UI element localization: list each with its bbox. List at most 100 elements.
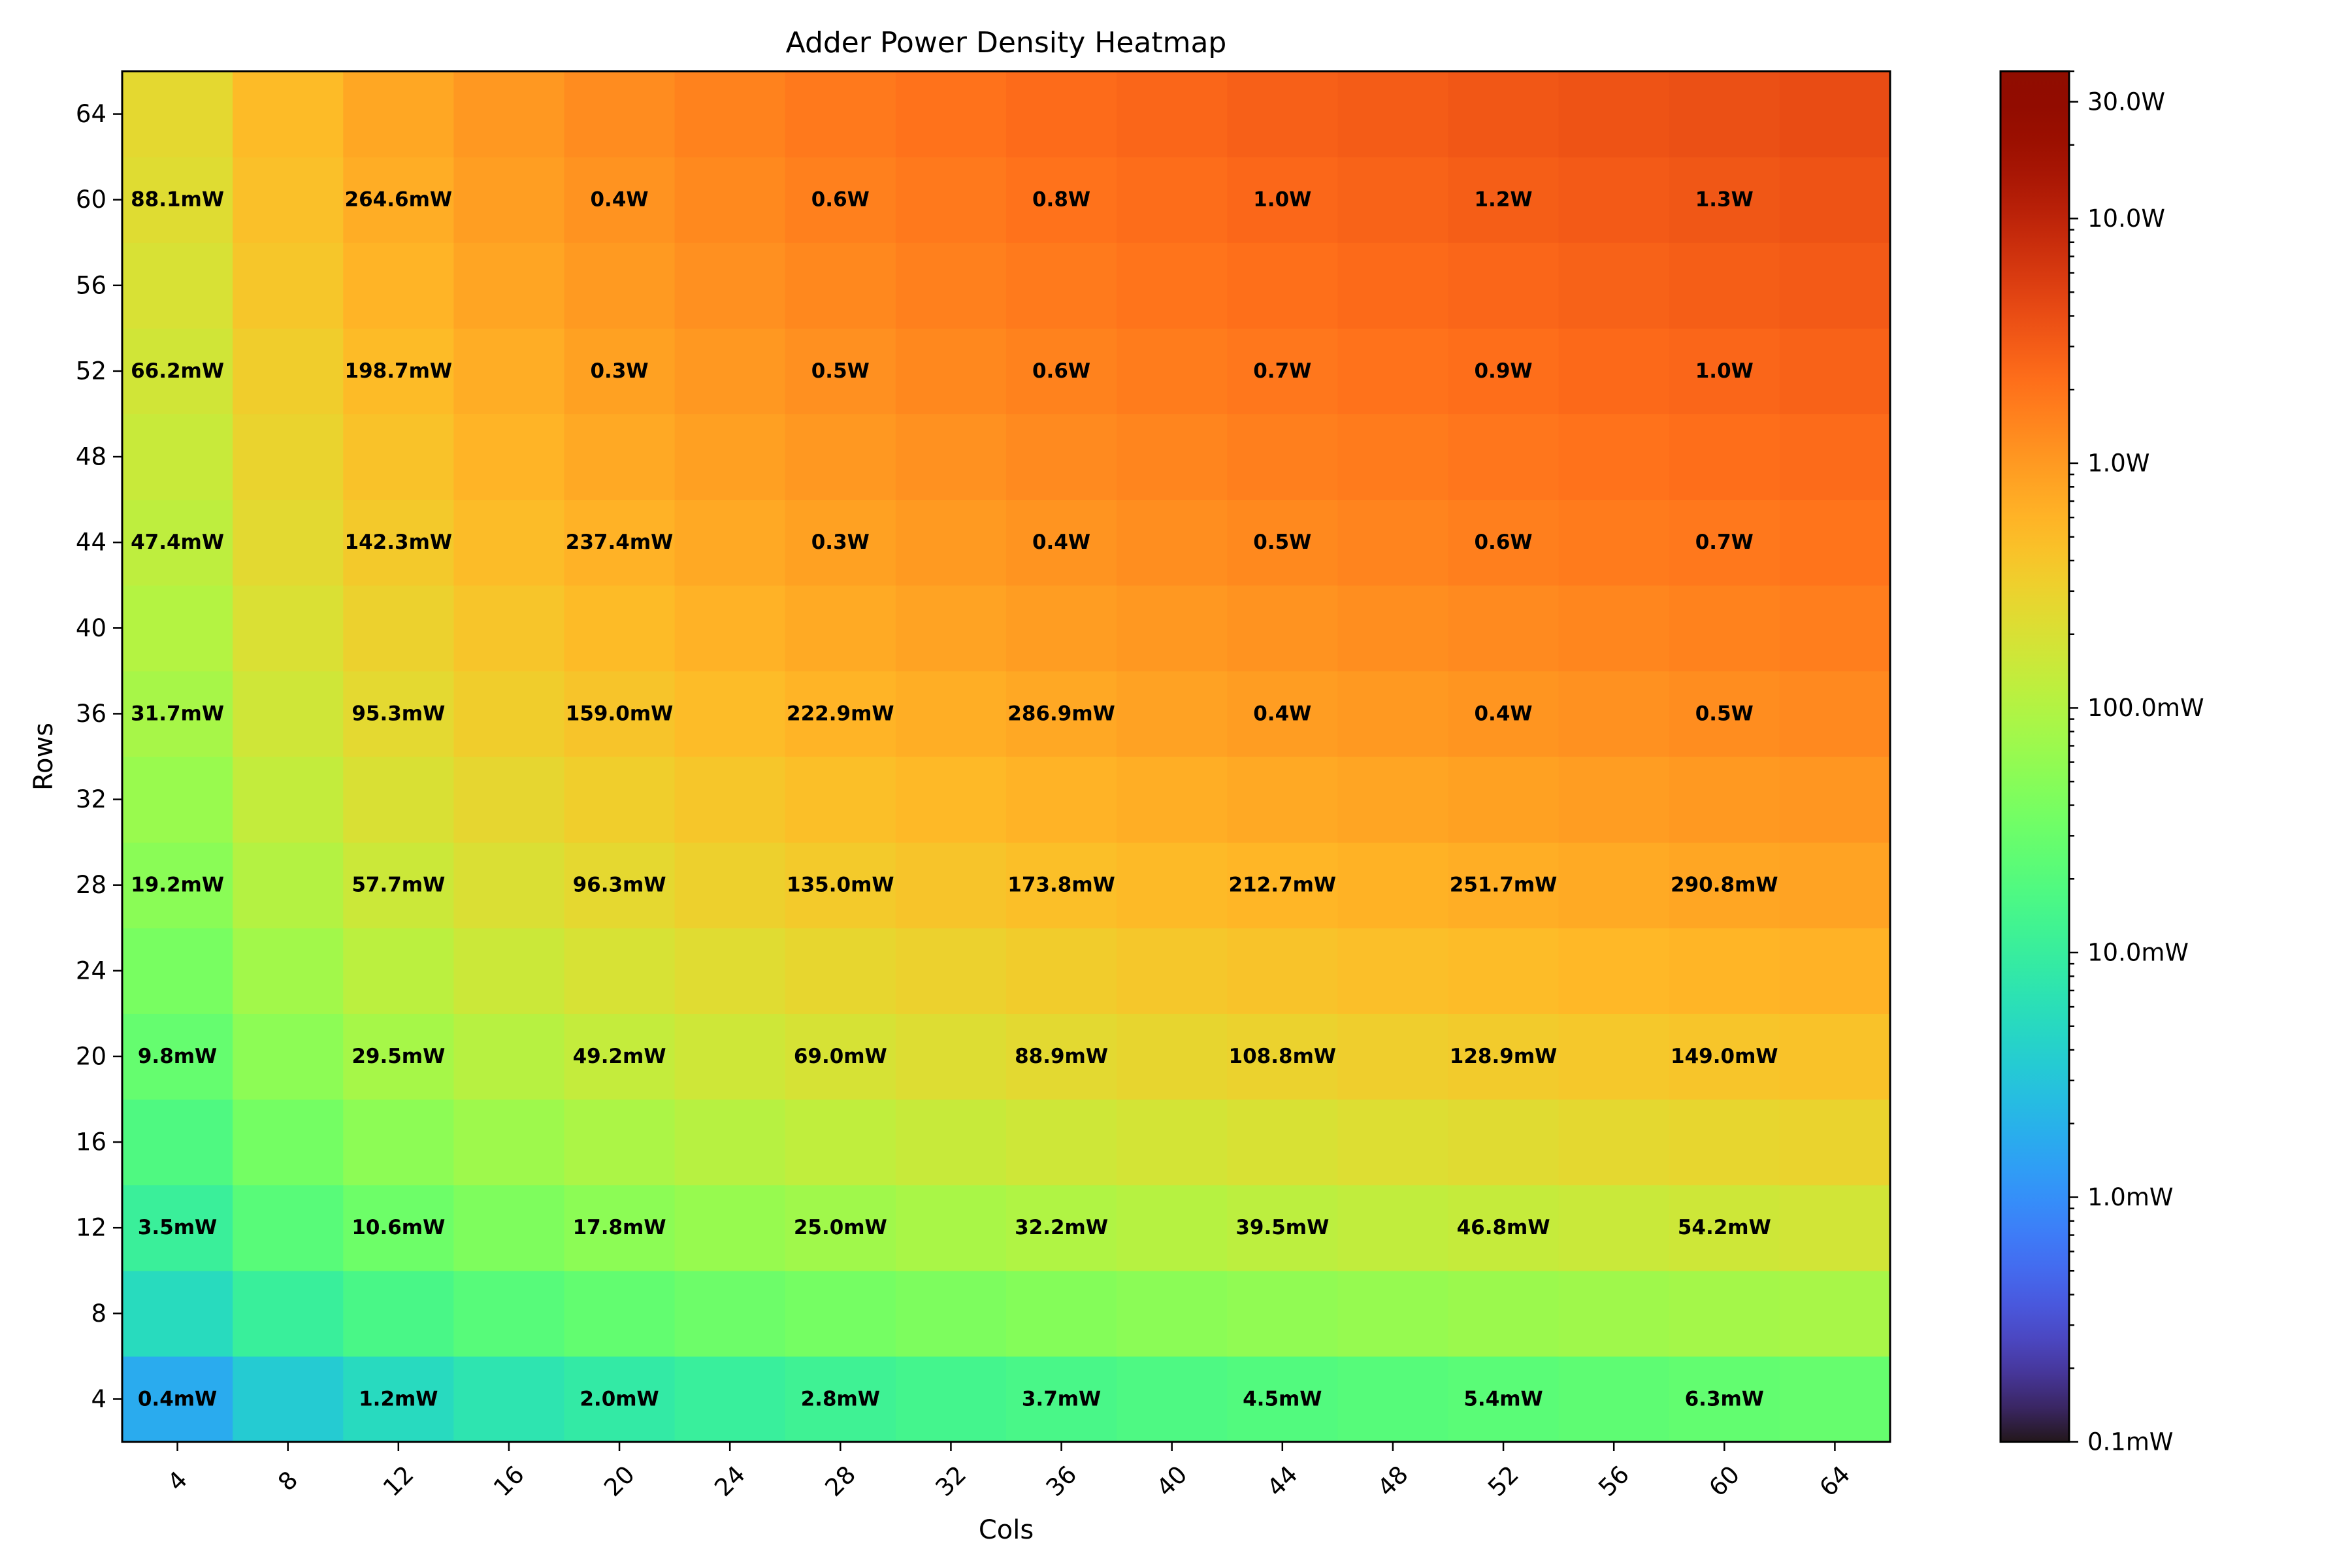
heatmap-cell (233, 242, 344, 329)
y-tick-label: 8 (91, 1299, 106, 1328)
heatmap-cell (122, 1270, 233, 1357)
heatmap-cell (1117, 157, 1228, 243)
heatmap-cell (343, 499, 454, 586)
heatmap-cell (1006, 757, 1117, 843)
cell-value-label: 17.8mW (573, 1216, 666, 1239)
heatmap-cell (674, 242, 786, 329)
heatmap-cell (1227, 585, 1338, 672)
cell-value-label: 3.5mW (138, 1216, 217, 1239)
heatmap-cell (785, 1013, 896, 1100)
heatmap-cell (1006, 157, 1117, 243)
heatmap-cell (1779, 1270, 1891, 1357)
heatmap-cell (122, 157, 233, 243)
cell-value-label: 0.4mW (138, 1387, 217, 1411)
x-tick-label: 40 (1151, 1460, 1193, 1502)
chart-title: Adder Power Density Heatmap (786, 26, 1227, 59)
heatmap-cell (674, 414, 786, 500)
y-tick-label: 32 (76, 785, 106, 813)
heatmap-cell (1337, 414, 1449, 500)
heatmap-cell (564, 157, 676, 243)
heatmap-cell (1779, 1184, 1891, 1271)
heatmap-cell (1227, 1270, 1338, 1357)
heatmap-cell (1227, 414, 1338, 500)
heatmap-cell (1227, 157, 1338, 243)
heatmap-cell (895, 757, 1007, 843)
heatmap-cell (1227, 328, 1338, 415)
heatmap-cell (1117, 414, 1228, 500)
cell-value-label: 96.3mW (573, 874, 666, 897)
heatmap-cell (453, 242, 565, 329)
heatmap-cell (1006, 1013, 1117, 1100)
heatmap-cell (895, 499, 1007, 586)
heatmap-cell (674, 1270, 786, 1357)
heatmap-cell (785, 757, 896, 843)
heatmap-cell (1779, 71, 1891, 157)
heatmap-cell (453, 71, 565, 157)
heatmap-cell (1669, 1356, 1780, 1443)
x-tick-label: 64 (1814, 1460, 1856, 1502)
cell-value-label: 46.8mW (1457, 1216, 1550, 1239)
heatmap-cell (564, 757, 676, 843)
heatmap-cell (1227, 499, 1338, 586)
heatmap-cell (895, 1356, 1007, 1443)
cell-value-label: 31.7mW (131, 702, 224, 725)
colorbar-tick-label: 1.0mW (2087, 1183, 2173, 1211)
y-tick-label: 16 (76, 1128, 106, 1156)
heatmap-cell (564, 1013, 676, 1100)
heatmap-cell (895, 670, 1007, 757)
heatmap-cell (1117, 1270, 1228, 1357)
cell-value-label: 142.3mW (345, 531, 453, 554)
heatmap-cell (233, 328, 344, 415)
heatmap-cell (1669, 1184, 1780, 1271)
cell-value-label: 222.9mW (787, 702, 894, 725)
cell-value-label: 6.3mW (1685, 1387, 1764, 1411)
heatmap-cell (895, 242, 1007, 329)
heatmap-cell (895, 842, 1007, 928)
heatmap-cell (453, 414, 565, 500)
heatmap-cell (233, 414, 344, 500)
heatmap-cell (1117, 757, 1228, 843)
heatmap-cell (1779, 757, 1891, 843)
heatmap-cell (1117, 1013, 1228, 1100)
heatmap-cell (785, 1099, 896, 1186)
heatmap-cell (1337, 757, 1449, 843)
heatmap-cell (233, 1184, 344, 1271)
heatmap-cell (1779, 670, 1891, 757)
heatmap-cell (122, 414, 233, 500)
x-tick-label: 12 (378, 1460, 419, 1502)
heatmap-cell (122, 499, 233, 586)
heatmap-cell (1448, 157, 1560, 243)
cell-value-label: 173.8mW (1007, 874, 1115, 897)
heatmap-cell (1448, 670, 1560, 757)
cell-value-label: 286.9mW (1007, 702, 1115, 725)
heatmap-cell (1337, 71, 1449, 157)
heatmap-cell (1117, 242, 1228, 329)
heatmap-cell (122, 585, 233, 672)
heatmap-cell (1227, 71, 1338, 157)
cell-value-label: 69.0mW (794, 1045, 887, 1068)
heatmap-cell (785, 242, 896, 329)
heatmap-cell (1669, 670, 1780, 757)
heatmap-cell (343, 328, 454, 415)
heatmap-cell (1006, 670, 1117, 757)
heatmap-cell (1227, 1356, 1338, 1443)
y-axis-label: Rows (29, 723, 59, 791)
cell-value-label: 3.7mW (1022, 1387, 1101, 1411)
heatmap-cell (895, 414, 1007, 500)
heatmap-cell (343, 1270, 454, 1357)
y-tick-label: 64 (76, 100, 106, 128)
heatmap-cell (674, 757, 786, 843)
heatmap-cell (895, 585, 1007, 672)
cell-value-label: 290.8mW (1671, 874, 1778, 897)
heatmap-cell (1448, 1099, 1560, 1186)
heatmap-cell (1669, 1270, 1780, 1357)
heatmap-cell (1558, 1184, 1670, 1271)
heatmap-cell (1448, 1184, 1560, 1271)
plot-frame (121, 70, 1891, 1443)
heatmap-cell (1448, 328, 1560, 415)
colorbar-tick-label: 10.0mW (2087, 938, 2189, 966)
cell-value-label: 0.3W (811, 531, 870, 554)
heatmap-cell (785, 157, 896, 243)
cell-value-label: 10.6mW (351, 1216, 445, 1239)
